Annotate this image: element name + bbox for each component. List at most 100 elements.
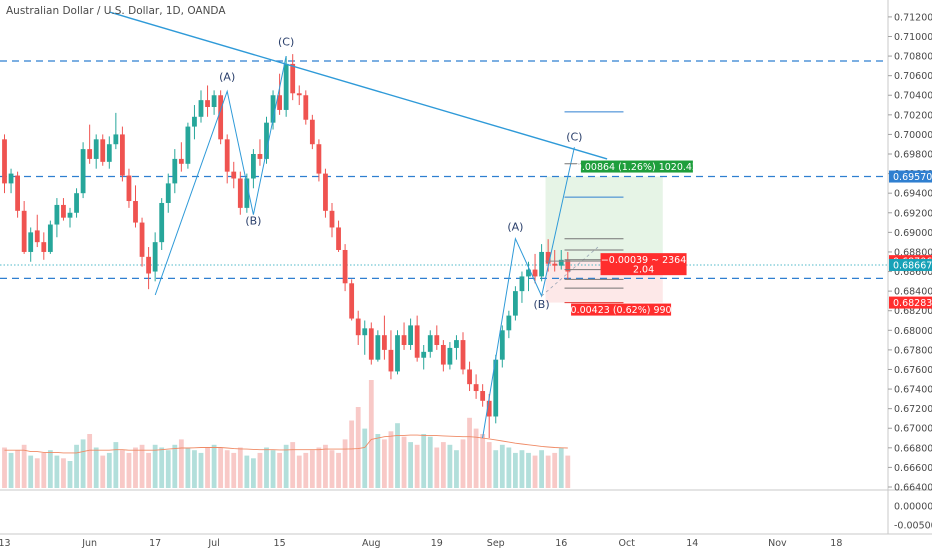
volume-bar (277, 452, 282, 488)
candle-body (87, 149, 93, 159)
candle-body (106, 144, 112, 162)
candle-body (323, 173, 328, 211)
time-tick-label: 17 (149, 538, 161, 549)
candle (467, 361, 472, 392)
volume-bar (15, 450, 20, 488)
candle (296, 85, 302, 106)
candle-body (362, 328, 368, 336)
volume-bar (296, 455, 302, 488)
price-tick-label: 0.69000 (894, 228, 932, 239)
volume-bar (270, 450, 276, 488)
candle-body (257, 154, 263, 159)
volume-bar (355, 407, 361, 488)
candle (106, 136, 112, 169)
candle-body (159, 202, 165, 243)
volume-bar (382, 439, 387, 488)
candle-body (408, 325, 413, 345)
stop-label: 0.00423 (0.62%) 990 (571, 303, 672, 316)
volume-bar (172, 444, 178, 488)
candle (316, 139, 322, 182)
candle (506, 310, 512, 339)
candle-body (427, 335, 433, 352)
volume-bar (159, 447, 165, 488)
volume-bar (21, 444, 27, 488)
candle (480, 384, 486, 407)
volume-bar (54, 455, 60, 488)
volume-bar (80, 439, 86, 488)
time-tick-label: 14 (686, 538, 698, 549)
candle-body (277, 95, 282, 110)
volume-bar (192, 450, 197, 488)
candle-body (480, 391, 486, 401)
candle-body (316, 144, 322, 174)
volume-bar (224, 450, 230, 488)
candle (152, 232, 158, 282)
price-tick-label: 0.70000 (894, 130, 932, 141)
volume-bar (486, 442, 492, 488)
candle (309, 114, 315, 150)
volume-bar (185, 447, 191, 488)
candle (41, 232, 47, 260)
candle (8, 168, 14, 194)
price-tick-label: 0.66800 (894, 443, 932, 454)
volume-bar (178, 439, 184, 488)
candle (486, 393, 492, 439)
candle (15, 171, 20, 218)
descending-trendline (109, 11, 608, 160)
candle (178, 142, 184, 172)
volume-bar (480, 434, 486, 488)
candle-body (198, 100, 204, 117)
time-tick-label: 18 (830, 538, 842, 549)
price-tick-label: 0.69200 (894, 208, 932, 219)
candle (440, 340, 446, 372)
price-tick-label: 0.70200 (894, 110, 932, 121)
volume-bar (545, 455, 551, 488)
wave-label: (A) (219, 71, 235, 84)
volume-bar (113, 442, 119, 488)
candle-body (21, 210, 27, 252)
volume-bar (440, 442, 446, 488)
volume-bar (342, 439, 348, 488)
candle (290, 54, 296, 101)
wave-label: (B) (245, 215, 261, 228)
mid-label-line2: 2.04 (633, 265, 654, 276)
abc-pattern-second (482, 147, 575, 439)
time-tick-label: Jul (207, 538, 219, 549)
candle (421, 344, 427, 370)
candle (100, 134, 106, 166)
volume-bar (244, 455, 250, 488)
target-label: 0.00864 (1.26%) 1020.42 (576, 160, 698, 173)
candle (401, 322, 407, 350)
candle (264, 116, 269, 164)
candle-body (178, 158, 184, 164)
candle (454, 335, 459, 360)
candle (499, 325, 505, 368)
candle-body (34, 230, 40, 243)
candle-body (368, 328, 374, 360)
price-tick-label: 0.71200 (894, 12, 932, 23)
volume-bar (211, 444, 217, 488)
volume-bar (368, 380, 374, 488)
candle (349, 279, 355, 321)
long-position-target-zone (545, 176, 663, 262)
candle (342, 244, 348, 292)
time-tick-label: Jun (81, 538, 97, 549)
candle-body (506, 315, 512, 331)
volume-bar (309, 450, 315, 488)
candle (192, 105, 197, 140)
candle (532, 253, 538, 284)
volume-bar (447, 444, 453, 488)
candle-body (329, 210, 335, 228)
price-tick-label: 0.66400 (894, 483, 932, 494)
candle-body (290, 63, 296, 94)
candle-body (460, 340, 466, 370)
candle-body (349, 283, 355, 319)
candle (2, 134, 7, 194)
candle-body (421, 351, 427, 358)
volume-bar (460, 439, 466, 488)
candle-body (355, 318, 361, 336)
candle-body (545, 251, 551, 264)
